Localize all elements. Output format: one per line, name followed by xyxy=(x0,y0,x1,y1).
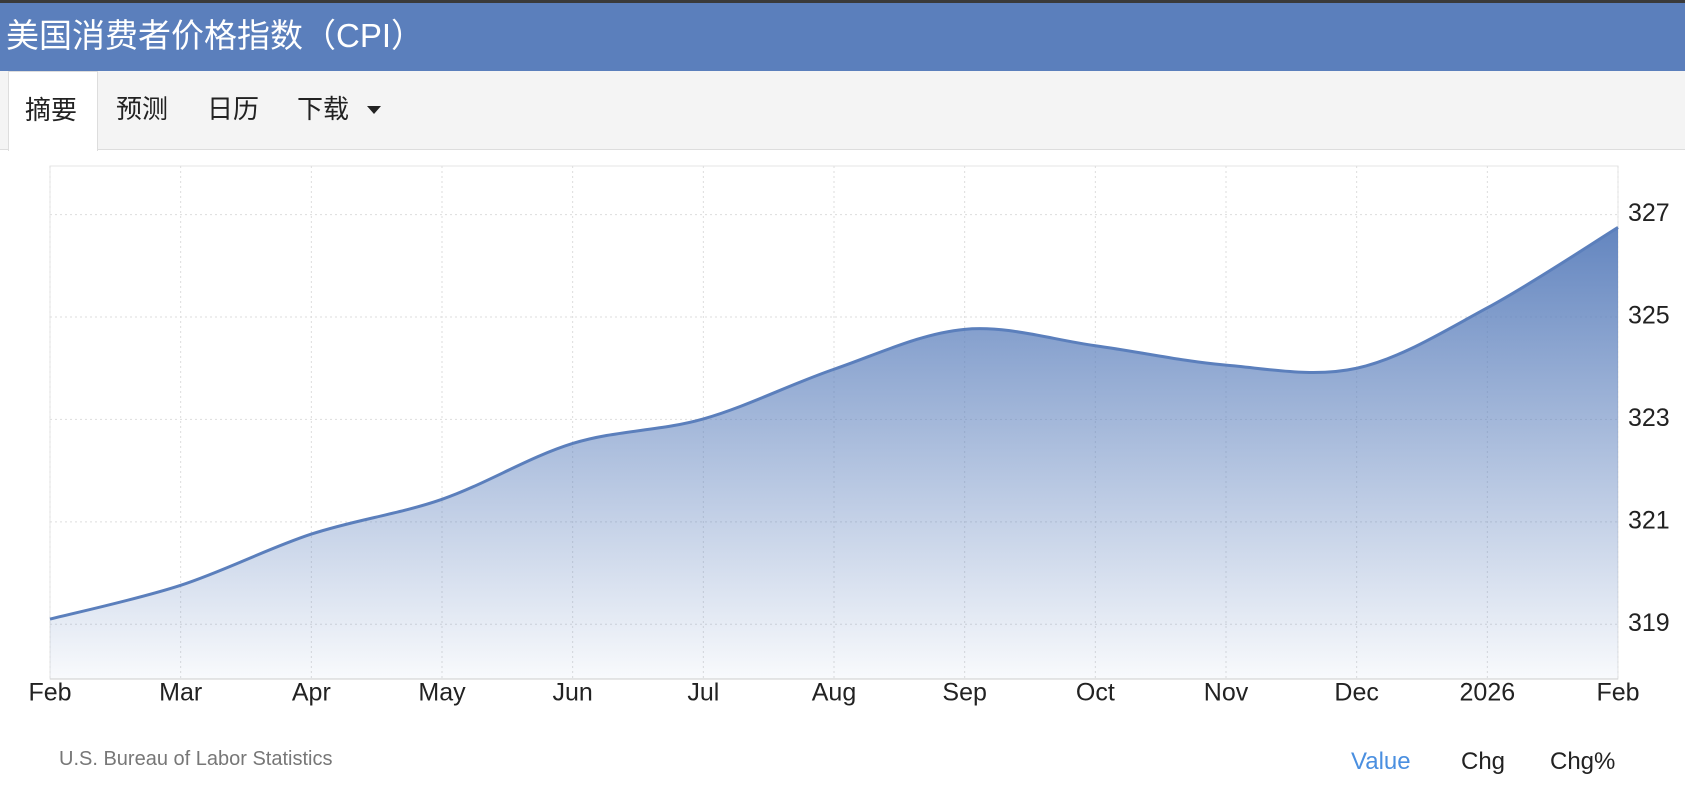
x-tick-label: Aug xyxy=(812,679,856,707)
x-tick-label: Feb xyxy=(1596,679,1639,707)
page-title: 美国消费者价格指数（CPI） xyxy=(0,0,1685,71)
tab[interactable]: 下载 xyxy=(297,94,350,124)
toggle-button[interactable]: Chg xyxy=(1461,748,1506,775)
y-tick-label: 321 xyxy=(1628,506,1670,534)
tab[interactable]: 预测 xyxy=(116,94,169,124)
y-tick-label: 327 xyxy=(1628,199,1670,227)
tab-bar: 摘要 预测 日历 下载 xyxy=(0,71,1685,151)
x-tick-label: May xyxy=(418,679,466,707)
y-tick-label: 323 xyxy=(1628,404,1670,432)
y-tick-label: 319 xyxy=(1628,609,1670,637)
line xyxy=(49,226,1619,621)
chart: 319 321 323 325 327 Feb Mar Apr May Jun Jul Aug Sep O… xyxy=(28,165,1670,707)
dropdown-caret[interactable] xyxy=(367,106,381,114)
x-tick-label: Jul xyxy=(687,679,719,707)
y-tick-label: 325 xyxy=(1628,302,1670,330)
x-tick-label: Apr xyxy=(292,679,331,707)
toggle-button[interactable]: Chg% xyxy=(1550,748,1616,775)
tab[interactable]: 摘要 xyxy=(8,71,98,151)
source: U.S. Bureau of Labor Statistics xyxy=(59,748,333,770)
x-tick-label: Jun xyxy=(553,679,593,707)
x-tick-label: Oct xyxy=(1076,679,1115,707)
x-tick-label: Dec xyxy=(1334,679,1378,707)
x-tick-label: 2026 xyxy=(1460,679,1516,707)
area-fill xyxy=(50,227,1618,679)
x-tick-label: Mar xyxy=(159,679,202,707)
x-tick-label: Sep xyxy=(942,679,986,707)
x-tick-label: Nov xyxy=(1204,679,1249,707)
toggle-button[interactable]: Value xyxy=(1351,748,1411,775)
tab[interactable]: 日历 xyxy=(207,94,260,124)
x-tick-label: Feb xyxy=(28,679,71,707)
